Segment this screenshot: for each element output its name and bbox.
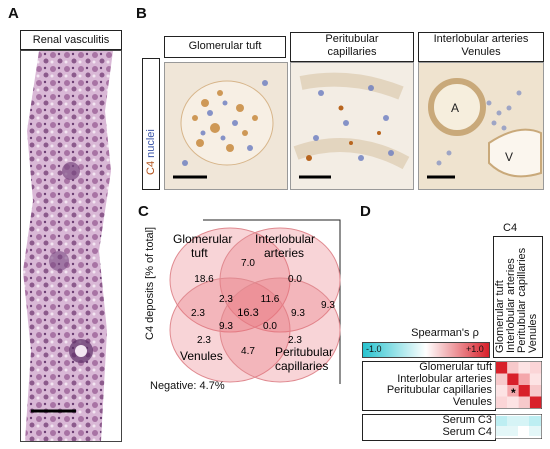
stain-nuclei-label: nuclei <box>145 129 157 158</box>
column-label-interlobular-venules: Interlobular arteries Venules <box>418 32 544 62</box>
venn-value-center: 16.3 <box>237 307 258 319</box>
venn-diagram: Glomerular tuft Interlobular arteries Ve… <box>169 219 341 384</box>
heatmap-correlation: * <box>495 361 542 409</box>
heatmap-cell <box>529 396 542 408</box>
set-label-interlobular-1: Interlobular <box>255 232 315 246</box>
column-label-peritubular: Peritubular capillaries <box>290 32 414 62</box>
venn-value-p-only: 2.3 <box>288 335 302 346</box>
serum-cell <box>529 426 541 436</box>
stain-legend-box <box>142 58 160 190</box>
color-legend-min: -1.0 <box>366 344 382 354</box>
venn-value-gi-right: 11.6 <box>261 294 280 305</box>
panel-a-title: Renal vasculitis <box>20 30 122 50</box>
set-ellipse-peritubular <box>219 277 341 383</box>
heatmap-cell <box>518 396 530 408</box>
serum-cell <box>518 416 529 426</box>
heatmap-cell <box>496 373 508 385</box>
heatmap-serum <box>495 414 542 439</box>
heatmap-row-label: Venules <box>452 395 492 408</box>
heatmap-column-label: Venules <box>527 313 539 353</box>
panel-letter-a: A <box>8 5 19 22</box>
stain-legend: C4 nuclei <box>145 129 157 175</box>
venn-value-g-only: 18.6 <box>194 274 214 285</box>
heatmap-cell <box>496 385 508 397</box>
serum-cell <box>529 416 541 426</box>
serum-cell <box>496 426 507 436</box>
stain-c4-label: C4 <box>145 160 157 175</box>
set-label-glomerular-2: tuft <box>191 246 208 260</box>
heatmap-cell <box>518 362 530 374</box>
color-legend-bar <box>362 342 490 358</box>
heatmap-cell <box>496 362 508 374</box>
set-ellipse-glomerular <box>169 227 291 333</box>
heatmap-column-labels: Glomerular tuft Interlobular arteries Pe… <box>493 236 541 356</box>
significance-marker: * <box>511 386 516 400</box>
venn-value-vp-center: 0.0 <box>263 321 277 332</box>
heatmap-row-labels: Glomerular tuft Interlobular arteries Pe… <box>362 361 492 408</box>
serum-cell <box>518 426 529 436</box>
panel-letter-d: D <box>360 203 371 220</box>
heatmap-serum-labels: Serum C3 Serum C4 <box>362 414 492 438</box>
set-label-interlobular-2: arteries <box>264 246 304 260</box>
renal-biopsy-image <box>20 50 122 442</box>
micrograph-interlobular-venules: A V <box>418 62 544 190</box>
venn-negative-note: Negative: 4.7% <box>150 380 225 392</box>
micrograph-peritubular-capillaries <box>290 62 414 190</box>
serum-label-c4: Serum C4 <box>442 425 492 438</box>
set-ellipse-venules <box>169 277 291 383</box>
serum-cell <box>507 426 518 436</box>
venn-value-vp-lower: 9.3 <box>219 321 233 332</box>
heatmap-cell <box>507 385 519 397</box>
heatmap-cell <box>529 373 542 385</box>
venn-value-i-only: 0.0 <box>288 274 302 285</box>
heatmap-cell <box>507 373 519 385</box>
serum-label-c3: Serum C3 <box>442 414 492 426</box>
venn-ylabel: C4 deposits [% of total] <box>144 226 156 340</box>
set-label-peritubular-2: capillaries <box>275 359 328 373</box>
heatmap-row-label: Peritubular capillaries <box>386 384 492 396</box>
heatmap-row-label: Interlobular arteries <box>397 372 492 385</box>
heatmap-cell <box>529 362 542 374</box>
venn-value-gi-left: 2.3 <box>219 294 233 305</box>
set-label-peritubular-1: Peritubular <box>275 345 333 359</box>
micrograph-glomerular-tuft <box>164 62 288 190</box>
heatmap-column-header: C4 <box>503 222 518 234</box>
heatmap-column-label-box <box>493 236 543 358</box>
venule-marker: V <box>505 150 513 164</box>
panel-letter-c: C <box>138 203 149 220</box>
venn-value-vp-bottom: 4.7 <box>241 346 255 357</box>
serum-cell <box>496 416 507 426</box>
heatmap-cell <box>507 362 519 374</box>
heatmap-cell <box>529 385 542 397</box>
venn-value-v-only: 2.3 <box>197 335 211 346</box>
heatmap-cell <box>518 385 530 397</box>
set-label-glomerular-1: Glomerular <box>173 232 232 246</box>
heatmap-cell <box>518 373 530 385</box>
color-legend-max: +1.0 <box>466 344 484 354</box>
venn-value-gi: 7.0 <box>241 258 255 269</box>
heatmap-row-label: Glomerular tuft <box>419 361 492 373</box>
heatmap-cell <box>507 396 519 408</box>
artery-marker: A <box>451 101 459 115</box>
venn-value-ip-right: 9.3 <box>291 308 305 319</box>
heatmap-cell <box>496 396 508 408</box>
panel-letter-b: B <box>136 5 147 22</box>
heatmap-column-label-list: Glomerular tuft Interlobular arteries Pe… <box>494 248 539 353</box>
set-ellipse-interlobular <box>219 227 341 333</box>
set-label-venules: Venules <box>180 349 223 363</box>
venn-value-outer-right: 9.3 <box>321 300 335 311</box>
color-legend-title: Spearman's ρ <box>411 327 479 339</box>
venn-value-gv-left: 2.3 <box>191 308 205 319</box>
column-label-glomerular: Glomerular tuft <box>164 36 286 58</box>
serum-cell <box>507 416 518 426</box>
